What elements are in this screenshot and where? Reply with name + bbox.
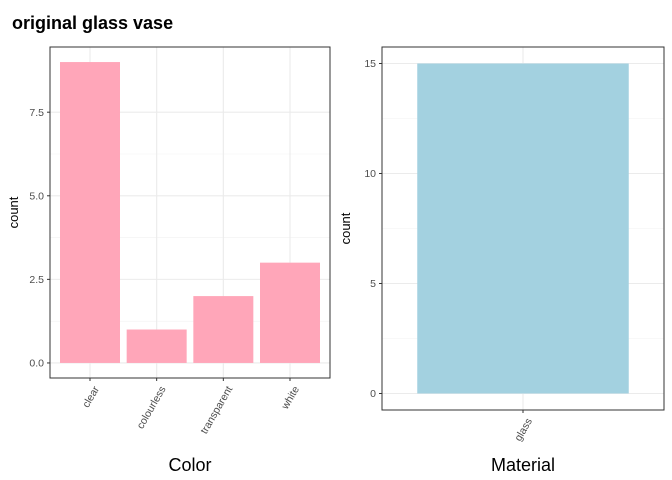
bar-white: [260, 262, 320, 363]
figure-title: original glass vase: [12, 13, 173, 33]
y-tick-label: 0: [370, 388, 376, 400]
y-tick-label: 5: [370, 278, 376, 290]
x-axis-title: Color: [168, 455, 211, 475]
material-bar-chart: 0 5 10 15 glass count Material: [338, 46, 665, 475]
x-tick-label: clear: [80, 384, 102, 410]
bar-clear: [60, 62, 120, 363]
y-tick-label: 2.5: [29, 274, 44, 286]
y-tick-label: 15: [364, 58, 376, 70]
y-tick-label: 0.0: [29, 358, 44, 370]
color-bar-chart: 0.0 2.5 5.0 7.5 clear colourless transparent wh…: [6, 46, 331, 475]
bar-glass: [417, 63, 629, 394]
x-tick-label: transparent: [198, 384, 235, 436]
y-tick-label: 7.5: [29, 107, 44, 119]
y-tick-label: 5.0: [29, 190, 44, 202]
y-axis-title: count: [6, 196, 21, 228]
x-axis-title: Material: [491, 455, 555, 475]
bar-transparent: [193, 296, 254, 363]
x-tick-label: white: [279, 384, 302, 412]
x-tick-label: glass: [512, 416, 535, 443]
y-axis-title: count: [338, 212, 353, 244]
bar-colourless: [126, 329, 187, 363]
x-tick-label: colourless: [135, 384, 169, 431]
panel-border: [49, 46, 331, 379]
y-tick-label: 10: [364, 168, 376, 180]
